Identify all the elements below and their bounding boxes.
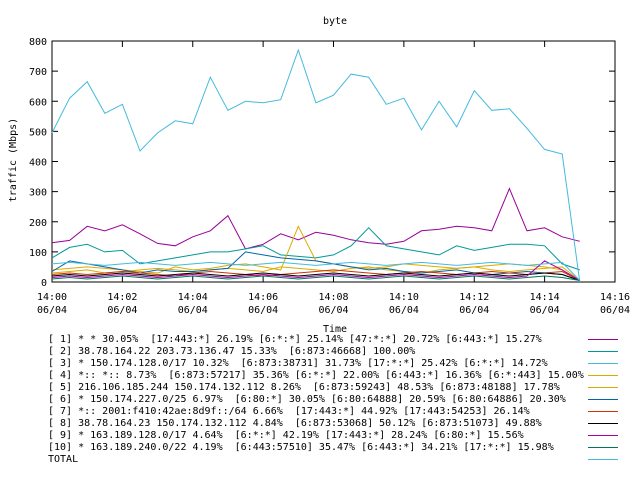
series-line-5 [51, 266, 581, 281]
y-tick-label: 800 [29, 37, 47, 48]
x-tick-label-date: 06/04 [37, 305, 67, 316]
y-tick-label: 100 [29, 248, 47, 259]
x-tick-label-date: 06/04 [600, 305, 630, 316]
x-tick-label-time: 14:14 [530, 292, 560, 303]
x-tick-label-time: 14:06 [248, 292, 278, 303]
y-axis-ticks: 0 100 200 300 400 500 600 700 800 [29, 37, 615, 289]
series-line-3 [51, 48, 581, 283]
series-line-11 [51, 261, 581, 281]
x-tick-label-time: 14:12 [459, 292, 489, 303]
x-tick-label-time: 14:04 [178, 292, 208, 303]
series-line-2 [51, 227, 580, 271]
series-line-1 [51, 187, 580, 250]
y-tick-label: 600 [29, 97, 47, 108]
x-axis-ticks: 14:00 06/04 14:02 06/04 14:04 06/04 14:06 06/04… [37, 41, 630, 316]
x-tick-label-date: 06/04 [530, 305, 560, 316]
x-tick-label-date: 06/04 [107, 305, 137, 316]
y-tick-label: 200 [29, 218, 47, 229]
y-tick-label: 500 [29, 127, 47, 138]
series-lines [51, 48, 581, 283]
chart-title: byte [323, 16, 347, 27]
x-tick-label-date: 06/04 [459, 305, 489, 316]
y-axis-label: traffic (Mbps) [8, 118, 19, 202]
x-tick-label-time: 14:02 [107, 292, 137, 303]
series-line-8 [51, 272, 580, 281]
x-tick-label-time: 14:08 [318, 292, 348, 303]
y-tick-label: 700 [29, 67, 47, 78]
x-tick-label-date: 06/04 [248, 305, 278, 316]
x-tick-label-time: 14:10 [389, 292, 419, 303]
series-line-7 [51, 269, 581, 281]
x-tick-label-date: 06/04 [389, 305, 419, 316]
y-tick-label: 400 [29, 158, 47, 169]
y-tick-label: 300 [29, 188, 47, 199]
x-tick-label-date: 06/04 [318, 305, 348, 316]
x-tick-label-time: 14:16 [600, 292, 630, 303]
series-line-10 [51, 275, 580, 281]
x-tick-label-date: 06/04 [178, 305, 208, 316]
x-axis-label: Time [323, 324, 347, 335]
series-line-9 [51, 260, 581, 281]
y-tick-label: 0 [41, 278, 47, 289]
plot-area [51, 40, 616, 283]
x-tick-label-time: 14:00 [37, 292, 67, 303]
